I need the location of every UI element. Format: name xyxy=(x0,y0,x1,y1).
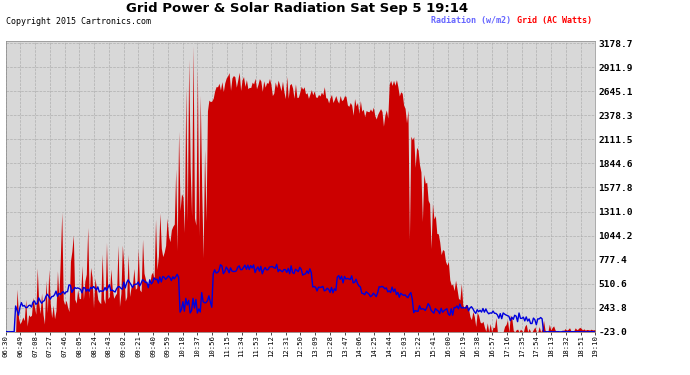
Text: Grid Power & Solar Radiation Sat Sep 5 19:14: Grid Power & Solar Radiation Sat Sep 5 1… xyxy=(126,2,468,15)
Text: Grid (AC Watts): Grid (AC Watts) xyxy=(518,16,593,25)
Text: Copyright 2015 Cartronics.com: Copyright 2015 Cartronics.com xyxy=(6,17,150,26)
Text: Radiation (w/m2): Radiation (w/m2) xyxy=(431,16,511,25)
